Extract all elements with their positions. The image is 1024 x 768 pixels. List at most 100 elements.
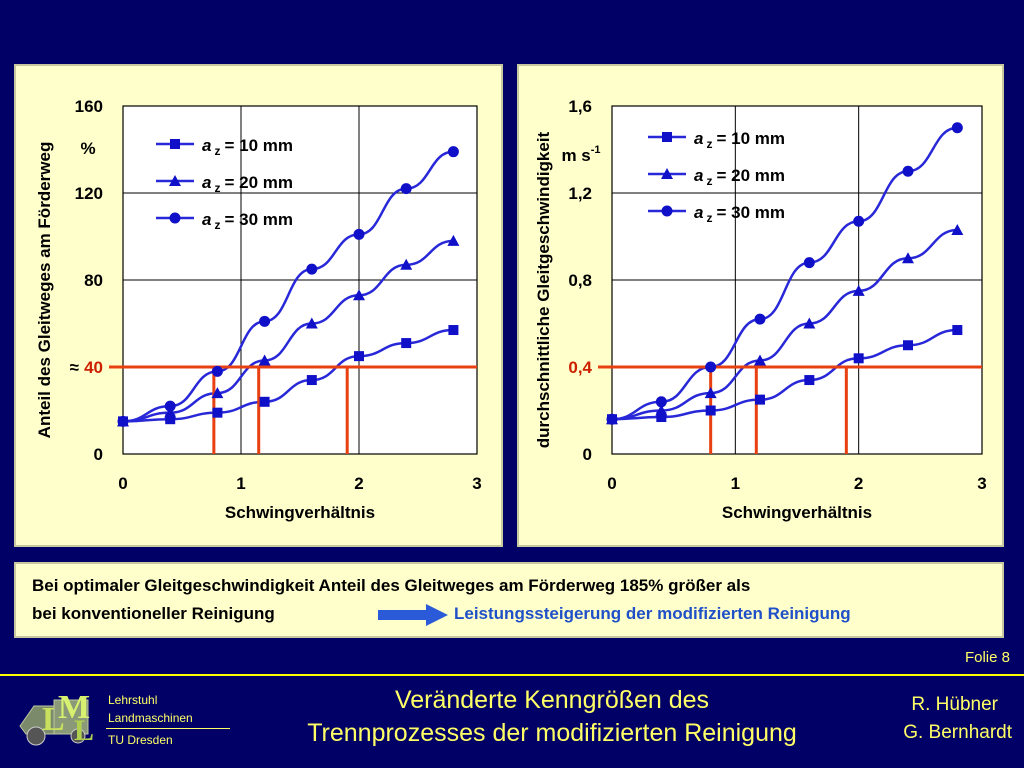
- data-point-square: [401, 338, 412, 349]
- data-point-square: [952, 325, 963, 336]
- data-point-circle: [211, 365, 223, 377]
- data-point-triangle: [353, 289, 365, 301]
- legend-label: a z = 10 mm: [202, 136, 293, 158]
- caption-result: Leistungssteigerung der modifizierten Re…: [454, 604, 851, 623]
- approx-symbol: ≈: [70, 358, 79, 377]
- data-point-triangle: [258, 354, 271, 366]
- data-point-circle: [117, 415, 129, 427]
- data-point-square: [656, 412, 667, 423]
- legend-marker-square: [170, 139, 180, 149]
- logo-rule: [106, 728, 230, 729]
- author-1: R. Hübner: [911, 694, 998, 715]
- legend-marker-triangle: [661, 168, 673, 179]
- legend-label: a z = 20 mm: [694, 166, 785, 188]
- data-point-triangle: [655, 404, 668, 416]
- x-tick-label: 2: [854, 474, 863, 493]
- svg-text:L: L: [42, 701, 65, 738]
- logo-text-landmaschinen: Landmaschinen: [108, 711, 193, 725]
- slide-number: Folie 8: [964, 649, 1010, 666]
- logo-text-tu-dresden: TU Dresden: [108, 733, 173, 747]
- data-point-circle: [306, 263, 318, 275]
- data-point-circle: [259, 315, 271, 327]
- data-point-square: [804, 375, 815, 386]
- data-point-square: [354, 351, 364, 362]
- data-point-square: [165, 414, 176, 425]
- svg-text:M: M: [58, 689, 90, 726]
- slide-title-line-1: Veränderte Kenngrößen des: [394, 686, 710, 714]
- right-arrow-icon: [378, 604, 448, 626]
- x-tick-label: 0: [607, 474, 616, 493]
- data-point-circle: [853, 215, 865, 227]
- legend-marker-circle: [169, 212, 181, 224]
- series-line: [611, 228, 958, 421]
- data-point-triangle: [164, 406, 177, 418]
- y-tick-label: 0: [583, 445, 592, 464]
- data-point-square: [755, 394, 765, 405]
- data-point-triangle: [400, 258, 413, 270]
- data-point-circle: [400, 183, 412, 195]
- data-point-square: [306, 375, 317, 386]
- x-tick-label: 1: [731, 474, 740, 493]
- data-point-triangle: [951, 223, 964, 235]
- y-tick-label: 1,2: [568, 184, 592, 203]
- footer-divider: [0, 674, 1024, 676]
- x-axis-title: Schwingverhältnis: [722, 503, 872, 522]
- y-tick-label-marked: 40: [84, 358, 103, 377]
- series-line: [122, 328, 454, 423]
- unit-label: m s-1: [561, 144, 600, 165]
- lml-logo: L M L: [19, 689, 94, 747]
- x-tick-label: 3: [472, 474, 481, 493]
- svg-text:L: L: [74, 714, 94, 747]
- y-tick-label: 1,6: [568, 97, 592, 116]
- data-point-triangle: [305, 317, 318, 329]
- legend-marker-square: [662, 132, 672, 142]
- y-tick-label-marked: 0,4: [568, 358, 592, 377]
- data-point-square: [853, 353, 864, 364]
- data-point-square: [212, 407, 223, 418]
- author-2: G. Bernhardt: [903, 722, 1012, 743]
- legend-marker-circle: [661, 205, 673, 217]
- y-tick-label: 80: [84, 271, 103, 290]
- slide-title-line-2: Trennprozesses der modifizierten Reinigu…: [307, 719, 797, 747]
- chart-panel-left: 0 1 2 3 0 80 120 160 40 ≈% Schwingverhältnis Anteil…: [14, 64, 503, 547]
- y-axis-title: durchschnittliche Gleitgeschwindigkeit: [534, 131, 553, 448]
- data-point-circle: [951, 122, 963, 134]
- unit-label: %: [80, 139, 95, 158]
- data-point-square: [705, 405, 716, 416]
- chart-gleitweg-anteil: 0 1 2 3 0 80 120 160 40 ≈% Schwingverhältnis Anteil…: [35, 97, 482, 522]
- legend-label: a z = 20 mm: [202, 173, 293, 195]
- caption-box: Bei optimaler Gleitgeschwindigkeit Antei…: [14, 562, 1004, 638]
- y-tick-label: 160: [75, 97, 103, 116]
- data-point-square: [903, 340, 913, 351]
- y-tick-label: 120: [75, 184, 103, 203]
- series-line: [611, 126, 958, 421]
- caption-line-1: Bei optimaler Gleitgeschwindigkeit Antei…: [32, 576, 751, 595]
- data-point-circle: [353, 228, 365, 240]
- data-point-square: [448, 325, 459, 336]
- data-point-circle: [655, 396, 667, 408]
- legend-label: a z = 30 mm: [202, 210, 293, 232]
- data-point-triangle: [447, 234, 460, 246]
- data-point-circle: [803, 257, 815, 269]
- data-point-triangle: [754, 354, 766, 366]
- data-point-circle: [902, 165, 914, 177]
- data-point-circle: [606, 413, 618, 425]
- series-line: [122, 239, 454, 423]
- chart-panel-right: 0 1 2 3 0 0,8 1,2 1,6 0,4 m s-1 Schwingverhältnis d…: [517, 64, 1004, 547]
- data-point-circle: [447, 146, 459, 158]
- legend-label: a z = 10 mm: [694, 129, 785, 151]
- caption-line-2: bei konventioneller Reinigung: [32, 604, 275, 623]
- x-tick-label: 3: [977, 474, 986, 493]
- data-point-triangle: [211, 387, 224, 399]
- y-axis-title: Anteil des Gleitweges am Förderweg: [35, 142, 54, 439]
- x-tick-label: 0: [118, 474, 127, 493]
- data-point-triangle: [704, 387, 717, 399]
- legend-marker-triangle: [169, 175, 181, 186]
- data-point-triangle: [803, 317, 816, 329]
- data-point-triangle: [852, 284, 865, 296]
- chart-gleitgeschwindigkeit: 0 1 2 3 0 0,8 1,2 1,6 0,4 m s-1 Schwingverhältnis d…: [534, 97, 987, 522]
- data-point-triangle: [902, 252, 914, 264]
- data-point-square: [259, 396, 270, 407]
- x-tick-label: 2: [354, 474, 363, 493]
- y-tick-label: 0: [94, 445, 103, 464]
